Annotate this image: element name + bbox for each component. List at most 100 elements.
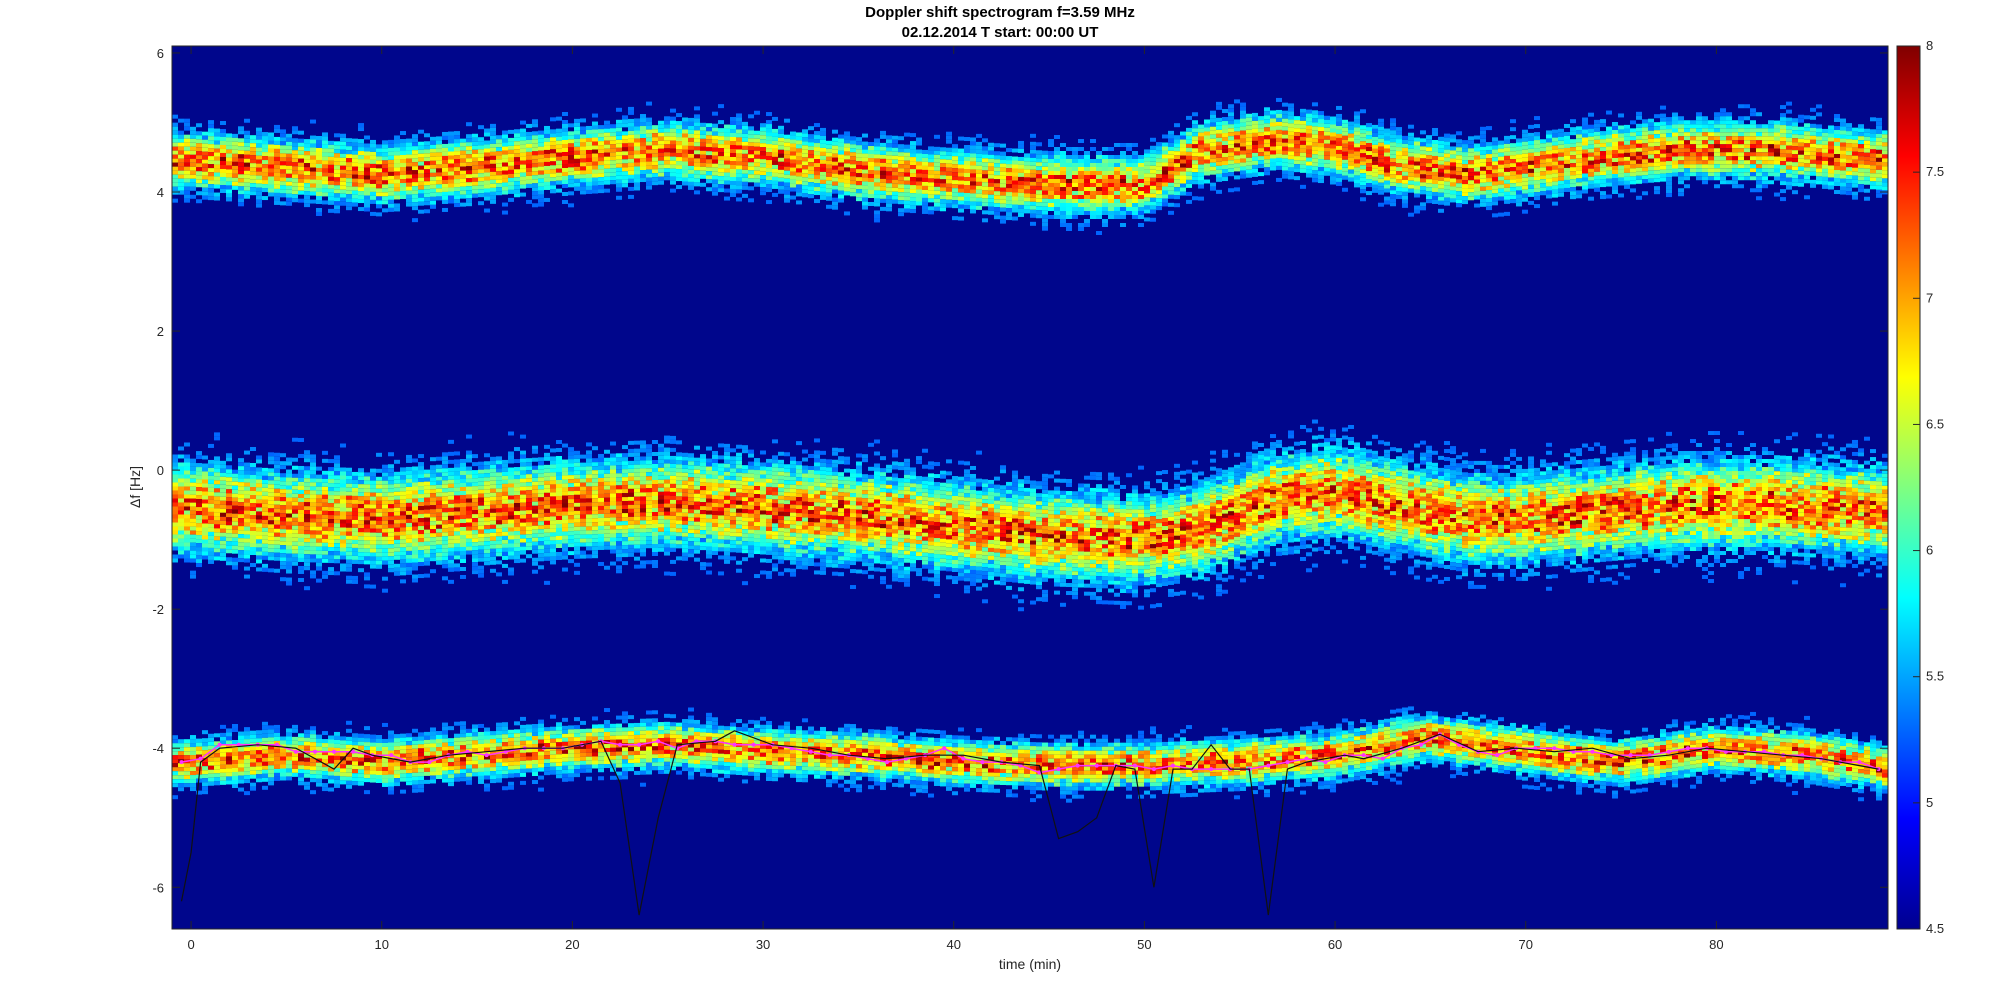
spectrogram-cell <box>1780 157 1786 162</box>
spectrogram-cell <box>904 196 910 201</box>
spectrogram-cell <box>244 162 250 167</box>
spectrogram-cell <box>634 174 640 179</box>
spectrogram-cell <box>1252 172 1258 177</box>
spectrogram-cell <box>1252 152 1258 157</box>
spectrogram-cell <box>1702 124 1708 129</box>
spectrogram-cell <box>352 166 358 171</box>
spectrogram-cell <box>1864 144 1870 149</box>
spectrogram-cell <box>904 148 910 153</box>
spectrogram-cell <box>1006 188 1012 193</box>
spectrogram-cell <box>1384 136 1390 141</box>
spectrogram-cell <box>358 163 364 168</box>
spectrogram-cell <box>850 152 856 157</box>
spectrogram-cell <box>1246 137 1252 142</box>
spectrogram-cell <box>1288 139 1294 144</box>
spectrogram-cell <box>754 162 760 167</box>
spectrogram-cell <box>1468 180 1474 185</box>
spectrogram-cell <box>1288 171 1294 176</box>
spectrogram-cell <box>178 158 184 163</box>
spectrogram-cell <box>1186 127 1192 132</box>
spectrogram-cell <box>1162 154 1168 159</box>
spectrogram-cell <box>1492 177 1498 182</box>
spectrogram-cell <box>1516 162 1522 167</box>
spectrogram-cell <box>1072 150 1078 155</box>
spectrogram-cell <box>1036 186 1042 191</box>
spectrogram-cell <box>1270 166 1276 171</box>
spectrogram-cell <box>946 131 952 136</box>
spectrogram-cell <box>748 138 754 143</box>
spectrogram-cell <box>1816 140 1822 145</box>
spectrogram-cell <box>790 147 796 152</box>
spectrogram-cell <box>274 200 280 205</box>
spectrogram-cell <box>1258 180 1264 185</box>
spectrogram-cell <box>616 107 622 112</box>
spectrogram-cell <box>1252 124 1258 129</box>
spectrogram-cell <box>1276 145 1282 150</box>
spectrogram-cell <box>976 185 982 190</box>
spectrogram-cell <box>1402 195 1408 200</box>
spectrogram-cell <box>196 199 202 204</box>
spectrogram-cell <box>1336 161 1342 166</box>
spectrogram-cell <box>802 189 808 194</box>
spectrogram-cell <box>496 139 502 144</box>
spectrogram-cell <box>1798 138 1804 143</box>
spectrogram-cell <box>1468 172 1474 177</box>
spectrogram-cell <box>1480 134 1486 139</box>
spectrogram-cell <box>442 199 448 204</box>
spectrogram-cell <box>388 159 394 164</box>
spectrogram-cell <box>1048 150 1054 155</box>
spectrogram-cell <box>1198 128 1204 133</box>
spectrogram-cell <box>1702 156 1708 161</box>
spectrogram-cell <box>1168 158 1174 163</box>
spectrogram-cell <box>988 198 994 203</box>
spectrogram-cell <box>688 173 694 178</box>
spectrogram-cell <box>1042 210 1048 215</box>
spectrogram-cell <box>1102 194 1108 199</box>
spectrogram-cell <box>1516 202 1522 207</box>
spectrogram-cell <box>1876 161 1882 166</box>
spectrogram-cell <box>1498 164 1504 169</box>
spectrogram-cell <box>1588 176 1594 181</box>
spectrogram-cell <box>1744 168 1750 173</box>
spectrogram-cell <box>286 173 292 178</box>
spectrogram-cell <box>688 129 694 134</box>
spectrogram-cell <box>1390 178 1396 183</box>
spectrogram-cell <box>256 147 262 152</box>
spectrogram-cell <box>736 189 742 194</box>
spectrogram-cell <box>658 128 664 133</box>
spectrogram-cell <box>856 173 862 178</box>
spectrogram-cell <box>760 143 766 148</box>
spectrogram-cell <box>256 183 262 188</box>
spectrogram-cell <box>520 132 526 137</box>
spectrogram-cell <box>904 152 910 157</box>
spectrogram-cell <box>628 106 634 111</box>
spectrogram-cell <box>478 161 484 166</box>
spectrogram-cell <box>1432 195 1438 200</box>
spectrogram-cell <box>1210 142 1216 147</box>
spectrogram-cell <box>1258 156 1264 161</box>
spectrogram-cell <box>400 155 406 160</box>
spectrogram-cell <box>322 132 328 137</box>
spectrogram-cell <box>1066 162 1072 167</box>
spectrogram-cell <box>550 185 556 190</box>
spectrogram-cell <box>532 175 538 180</box>
spectrogram-cell <box>562 191 568 196</box>
spectrogram-cell <box>1576 194 1582 199</box>
spectrogram-cell <box>1480 170 1486 175</box>
spectrogram-cell <box>790 139 796 144</box>
spectrogram-cell <box>976 197 982 202</box>
spectrogram-cell <box>766 156 772 161</box>
spectrogram-cell <box>1192 112 1198 117</box>
spectrogram-cell <box>892 195 898 200</box>
spectrogram-cell <box>1702 160 1708 165</box>
spectrogram-cell <box>1540 175 1546 180</box>
spectrogram-cell <box>616 135 622 140</box>
spectrogram-cell <box>232 161 238 166</box>
spectrogram-cell <box>214 128 220 133</box>
spectrogram-cell <box>1330 148 1336 153</box>
spectrogram-cell <box>940 155 946 160</box>
spectrogram-cell <box>1396 131 1402 136</box>
spectrogram-cell <box>1636 111 1642 116</box>
spectrogram-cell <box>748 166 754 171</box>
spectrogram-cell <box>394 139 400 144</box>
